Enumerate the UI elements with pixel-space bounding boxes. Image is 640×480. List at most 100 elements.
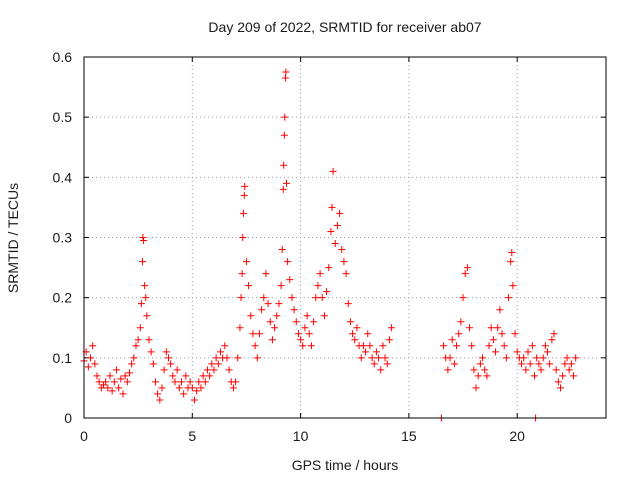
- data-point: [444, 366, 452, 374]
- data-point: [331, 240, 339, 248]
- data-point: [102, 378, 110, 386]
- data-point: [518, 360, 526, 368]
- y-tick-label: 0: [64, 410, 72, 426]
- data-point: [472, 384, 480, 392]
- x-tick-label: 5: [188, 428, 196, 444]
- data-point: [353, 324, 361, 332]
- data-point: [140, 237, 148, 245]
- data-point: [173, 366, 181, 374]
- data-point: [112, 366, 120, 374]
- data-point: [169, 372, 177, 380]
- data-point: [570, 372, 578, 380]
- data-point: [280, 131, 288, 139]
- data-point: [106, 372, 114, 380]
- y-tick-label: 0.4: [53, 169, 73, 185]
- data-point: [344, 300, 352, 308]
- data-point: [531, 372, 539, 380]
- data-point: [182, 372, 190, 380]
- data-point: [303, 312, 311, 320]
- grid: [84, 57, 606, 418]
- data-point: [327, 227, 335, 235]
- data-point: [533, 354, 541, 362]
- data-points: [80, 68, 580, 422]
- data-point: [260, 294, 268, 302]
- data-point: [557, 384, 565, 392]
- data-point: [481, 366, 489, 374]
- data-point: [359, 342, 367, 350]
- data-point: [164, 354, 172, 362]
- data-point: [236, 324, 244, 332]
- data-point: [383, 360, 391, 368]
- data-point: [364, 330, 372, 338]
- data-point: [110, 378, 118, 386]
- data-point: [145, 336, 153, 344]
- data-point: [281, 113, 289, 121]
- data-point: [508, 249, 516, 257]
- data-point: [123, 378, 131, 386]
- data-point: [544, 348, 552, 356]
- data-point: [372, 348, 380, 356]
- data-point: [550, 330, 558, 338]
- data-point: [186, 378, 194, 386]
- data-point: [279, 185, 287, 193]
- chart-title: Day 209 of 2022, SRMTID for receiver ab0…: [208, 19, 481, 35]
- data-point: [466, 324, 474, 332]
- data-point: [255, 330, 263, 338]
- data-point: [314, 282, 322, 290]
- data-point: [328, 203, 336, 211]
- data-point: [229, 384, 237, 392]
- data-point: [158, 384, 166, 392]
- data-point: [258, 306, 266, 314]
- data-point: [121, 372, 129, 380]
- data-point: [278, 246, 286, 254]
- data-point: [349, 330, 357, 338]
- data-point: [310, 318, 318, 326]
- data-point: [346, 318, 354, 326]
- data-point: [567, 360, 575, 368]
- data-point: [91, 360, 99, 368]
- data-point: [212, 354, 220, 362]
- data-point: [522, 366, 530, 374]
- data-point: [505, 294, 513, 302]
- y-tick-label: 0.6: [53, 49, 73, 65]
- data-point: [273, 312, 281, 320]
- data-point: [489, 336, 497, 344]
- data-point: [237, 294, 245, 302]
- data-point: [385, 336, 393, 344]
- data-point: [450, 360, 458, 368]
- data-point: [288, 294, 296, 302]
- data-point: [199, 372, 207, 380]
- data-point: [461, 270, 469, 278]
- data-point: [459, 294, 467, 302]
- data-point: [377, 366, 385, 374]
- data-point: [223, 354, 231, 362]
- data-point: [535, 360, 543, 368]
- data-point: [528, 342, 536, 350]
- data-point: [502, 354, 510, 362]
- data-point: [455, 330, 463, 338]
- data-point: [93, 372, 101, 380]
- data-point: [483, 372, 491, 380]
- data-point: [520, 354, 528, 362]
- data-point: [154, 390, 162, 398]
- data-point: [336, 209, 344, 217]
- data-point: [318, 294, 326, 302]
- data-point: [492, 348, 500, 356]
- data-point: [294, 330, 302, 338]
- data-point: [125, 369, 133, 377]
- data-point: [137, 300, 145, 308]
- data-point: [193, 387, 201, 395]
- data-point: [86, 354, 94, 362]
- data-point: [132, 342, 140, 350]
- data-point: [381, 354, 389, 362]
- x-tick-label: 15: [401, 428, 417, 444]
- data-point: [280, 161, 288, 169]
- data-point: [366, 342, 374, 350]
- data-point: [210, 366, 218, 374]
- data-point: [539, 354, 547, 362]
- data-point: [283, 179, 291, 187]
- data-point: [149, 360, 157, 368]
- data-point: [446, 354, 454, 362]
- data-point: [479, 354, 487, 362]
- data-point: [440, 342, 448, 350]
